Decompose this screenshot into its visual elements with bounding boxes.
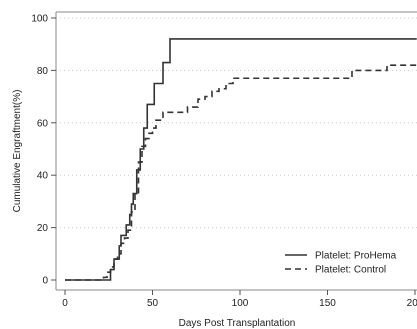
tick-labels: 0 20 40 60 80 100 0 50 100 150 200 bbox=[31, 14, 417, 310]
x-tick-label: 200 bbox=[407, 298, 417, 309]
y-tick-label: 60 bbox=[37, 118, 49, 129]
axes bbox=[51, 11, 417, 295]
x-axis-label: Days Post Transplantation bbox=[179, 318, 296, 329]
y-tick-label: 20 bbox=[37, 223, 49, 234]
series-line-1 bbox=[65, 38, 417, 281]
y-tick-label: 80 bbox=[37, 66, 49, 77]
grid bbox=[56, 17, 417, 229]
series-layer bbox=[65, 38, 417, 281]
y-tick-label: 100 bbox=[31, 14, 48, 25]
legend-label-1: Platelet: ProHema bbox=[315, 251, 397, 262]
y-tick-label: 0 bbox=[42, 276, 48, 287]
x-tick-label: 150 bbox=[319, 298, 336, 309]
series-line-2 bbox=[65, 64, 417, 281]
x-tick-label: 50 bbox=[147, 298, 159, 309]
x-tick-label: 100 bbox=[232, 298, 249, 309]
y-tick-label: 40 bbox=[37, 171, 49, 182]
legend-label-2: Platelet: Control bbox=[315, 265, 386, 276]
legend: Platelet: ProHema Platelet: Control bbox=[285, 251, 397, 276]
x-tick-label: 0 bbox=[62, 298, 68, 309]
y-axis-label: Cumulative Engraftment(%) bbox=[12, 90, 23, 213]
